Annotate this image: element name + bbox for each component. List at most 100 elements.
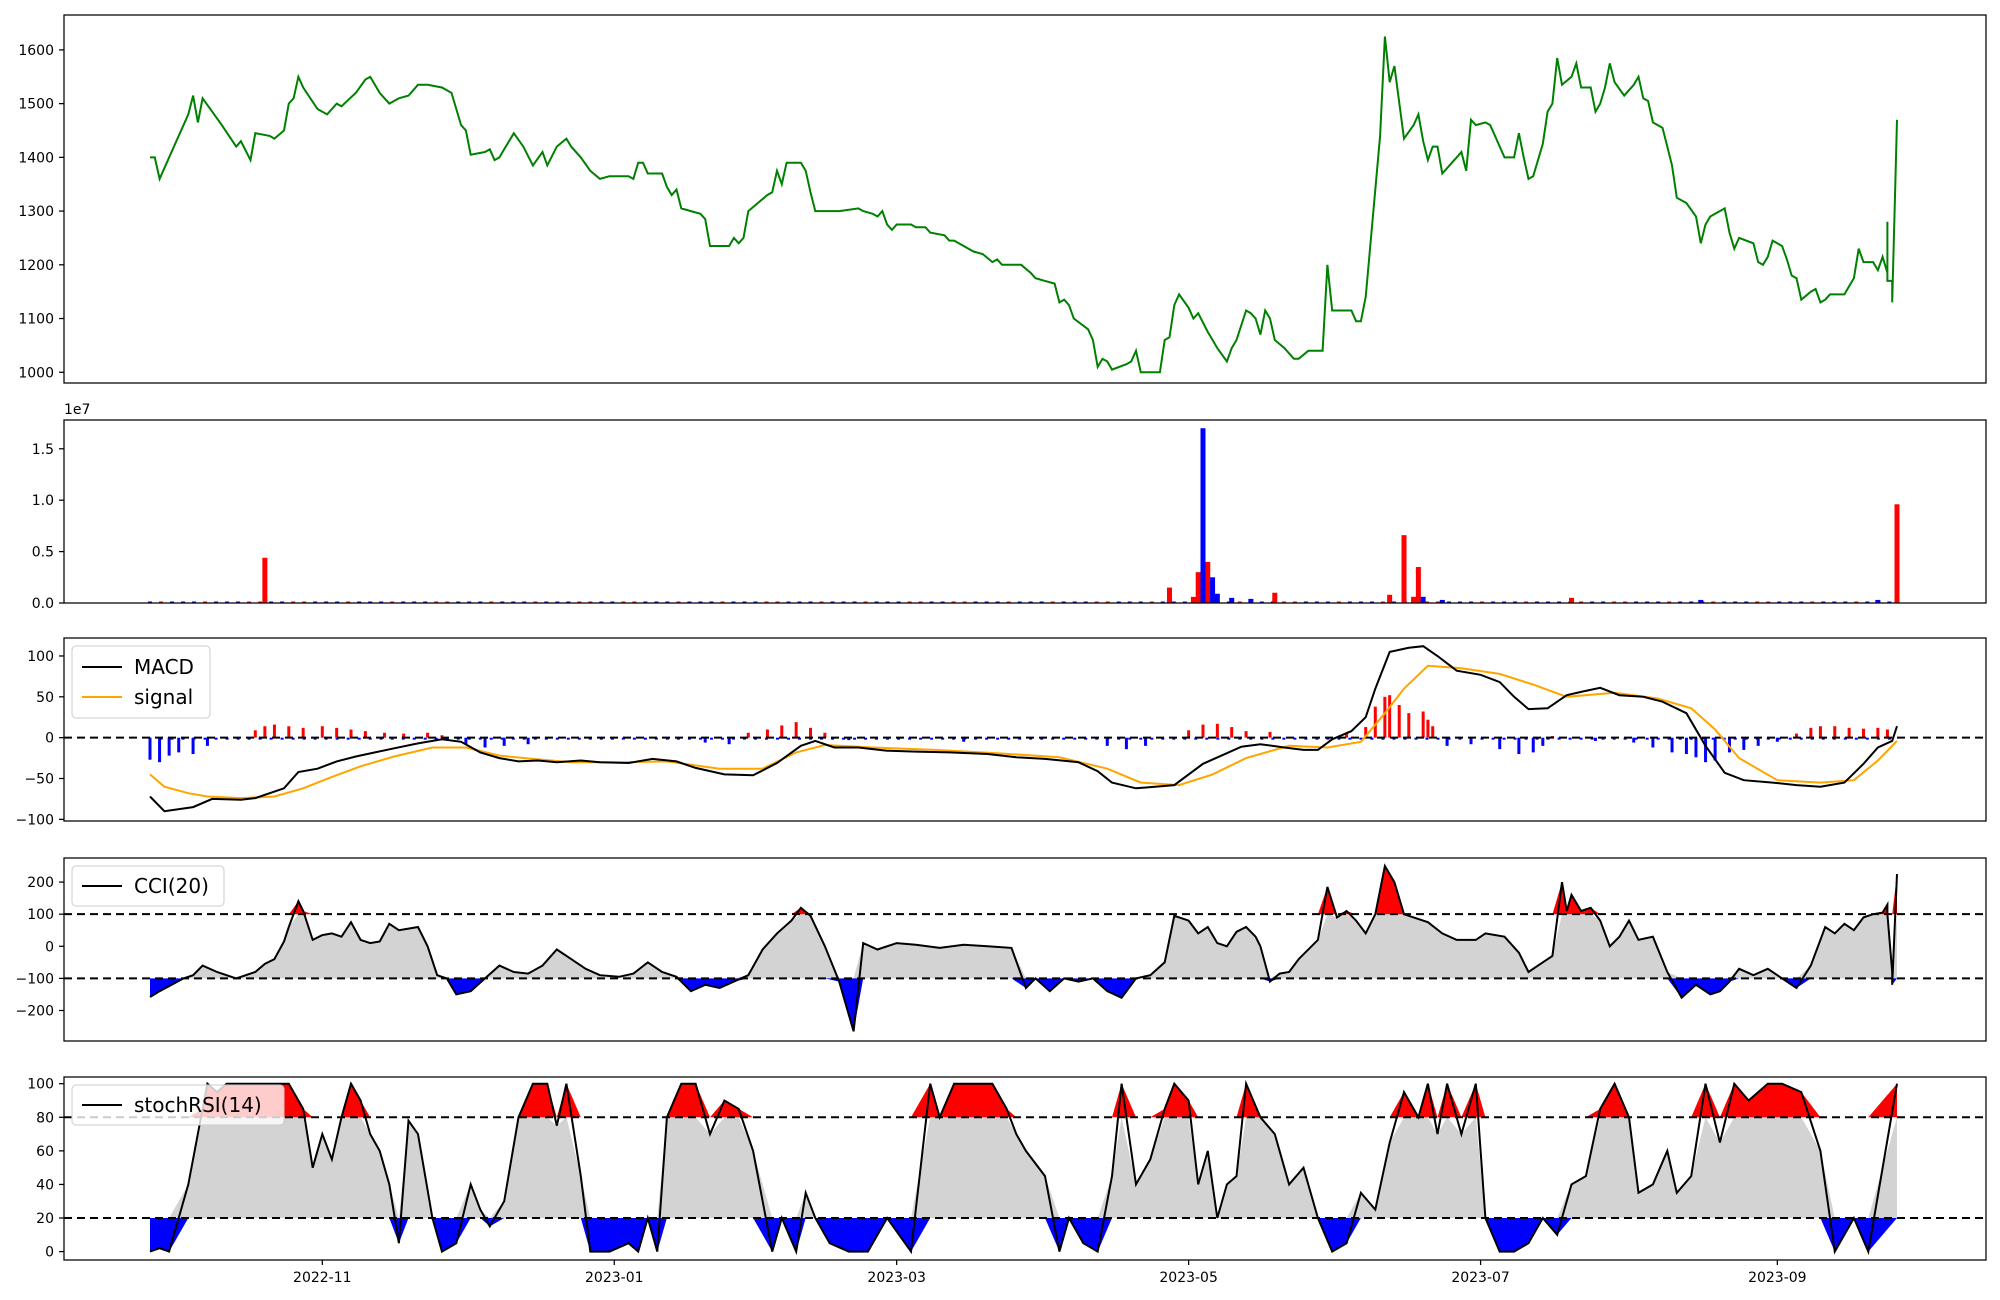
volume-bar-small: [709, 601, 714, 603]
panel-3-legend: CCI(20): [71, 865, 225, 907]
y-tick-label: 0.0: [32, 596, 54, 612]
macd-line: [149, 645, 1898, 813]
volume-bar-small: [357, 601, 362, 603]
histogram-bar-small: [853, 737, 857, 740]
histogram-bar-small: [489, 737, 493, 740]
volume-bar-small: [1579, 601, 1584, 603]
volume-bar-small: [819, 601, 824, 603]
histogram-bar: [1651, 737, 1655, 748]
volume-bar-small: [863, 601, 868, 603]
volume-bar-small: [1138, 601, 1143, 603]
volume-bar-small: [379, 601, 384, 603]
y-tick-label: −50: [24, 772, 54, 788]
histogram-bar-small: [1293, 737, 1297, 740]
y-tick-label: 1400: [18, 150, 54, 166]
histogram-bar: [765, 729, 769, 738]
histogram-bar-small: [1513, 737, 1517, 740]
volume-bar-small: [610, 601, 615, 603]
volume-bar-small: [258, 601, 263, 603]
y-tick-label: 1.0: [32, 493, 54, 509]
volume-bar: [1698, 599, 1704, 603]
volume-bar-small: [1689, 601, 1694, 603]
histogram-bar-small: [500, 737, 504, 740]
histogram-bar-small: [1491, 737, 1495, 740]
histogram-bar-small: [203, 737, 207, 740]
volume-bar-small: [940, 601, 945, 603]
histogram-bar: [1632, 737, 1636, 743]
macd-legend: MACD signal: [71, 645, 211, 719]
histogram-bar: [1407, 713, 1411, 738]
volume-bar: [1894, 504, 1900, 603]
volume-bar-small: [1480, 601, 1485, 603]
histogram-bar: [502, 737, 506, 746]
volume-bar-small: [159, 601, 164, 603]
histogram-bar: [205, 737, 209, 746]
legend-label: stochRSI(14): [134, 1093, 262, 1117]
volume-bar: [1401, 535, 1407, 603]
volume-bar-small: [1744, 601, 1749, 603]
volume-bar-small: [1391, 601, 1396, 603]
volume-bar-small: [247, 601, 252, 603]
volume-bar-small: [1160, 601, 1165, 603]
volume-bar-small: [588, 601, 593, 603]
histogram-bar: [1498, 737, 1502, 750]
histogram-bar-small: [1150, 737, 1154, 740]
volume-bar-small: [1469, 601, 1474, 603]
volume-bar-small: [929, 601, 934, 603]
volume-bar-small: [533, 601, 538, 603]
histogram-bar-small: [1062, 737, 1066, 740]
histogram-bar: [1445, 737, 1449, 746]
volume-bar-small: [1127, 601, 1132, 603]
panel-1-frame: [63, 419, 1987, 604]
volume-bar-small: [170, 601, 175, 603]
volume-bar-small: [1072, 601, 1077, 603]
volume-bar: [1248, 598, 1254, 603]
volume-bar-small: [1347, 601, 1352, 603]
legend-box: [71, 865, 225, 907]
volume-bar: [1420, 596, 1426, 603]
indicator-line: [149, 1079, 1898, 1256]
x-tick-label: 2023-09: [1748, 1270, 1807, 1286]
volume-bar: [1272, 592, 1278, 603]
volume-bar-small: [1116, 601, 1121, 603]
histogram-bar: [1818, 726, 1822, 738]
histogram-bar: [426, 732, 430, 738]
histogram-bar: [1593, 737, 1597, 741]
volume-bar-small: [797, 601, 802, 603]
histogram-bar-small: [1271, 737, 1275, 740]
volume-bar-small: [1887, 601, 1892, 603]
volume-bar-small: [181, 601, 186, 603]
band-fill: [150, 914, 1897, 979]
volume-bar-small: [1314, 601, 1319, 603]
histogram-bar-small: [1722, 737, 1726, 740]
volume-bar-small: [753, 601, 758, 603]
histogram-bar: [1244, 731, 1248, 738]
histogram-bar: [177, 737, 181, 753]
volume-bar-small: [1623, 601, 1628, 603]
panel-2-yaxis: −100 −50 0 50 100: [16, 649, 64, 828]
histogram-bar-small: [720, 737, 724, 740]
volume-bar-small: [1226, 601, 1231, 603]
volume-bar-small: [423, 601, 428, 603]
histogram-bar: [1426, 719, 1430, 738]
histogram-bar-small: [1777, 737, 1781, 740]
histogram-bar: [727, 737, 731, 745]
volume-bar-small: [1171, 601, 1176, 603]
histogram-bar: [1364, 727, 1368, 738]
y-tick-label: 1100: [18, 312, 54, 328]
volume-bar-small: [500, 601, 505, 603]
volume-bar: [1200, 428, 1206, 603]
band-fill: [150, 1117, 1897, 1218]
x-tick-label: 2022-11: [293, 1270, 352, 1286]
volume-bar-small: [1590, 601, 1595, 603]
panel-3-frame: [63, 857, 1987, 1042]
volume-bar-small: [1832, 601, 1837, 603]
volume-bar-small: [786, 601, 791, 603]
volume-bar-small: [1105, 601, 1110, 603]
volume-bar: [1387, 594, 1393, 603]
legend-box: [71, 645, 211, 719]
histogram-bar: [703, 737, 707, 743]
volume-bar-small: [1546, 601, 1551, 603]
volume-bar-small: [313, 601, 318, 603]
volume-bar-small: [874, 601, 879, 603]
